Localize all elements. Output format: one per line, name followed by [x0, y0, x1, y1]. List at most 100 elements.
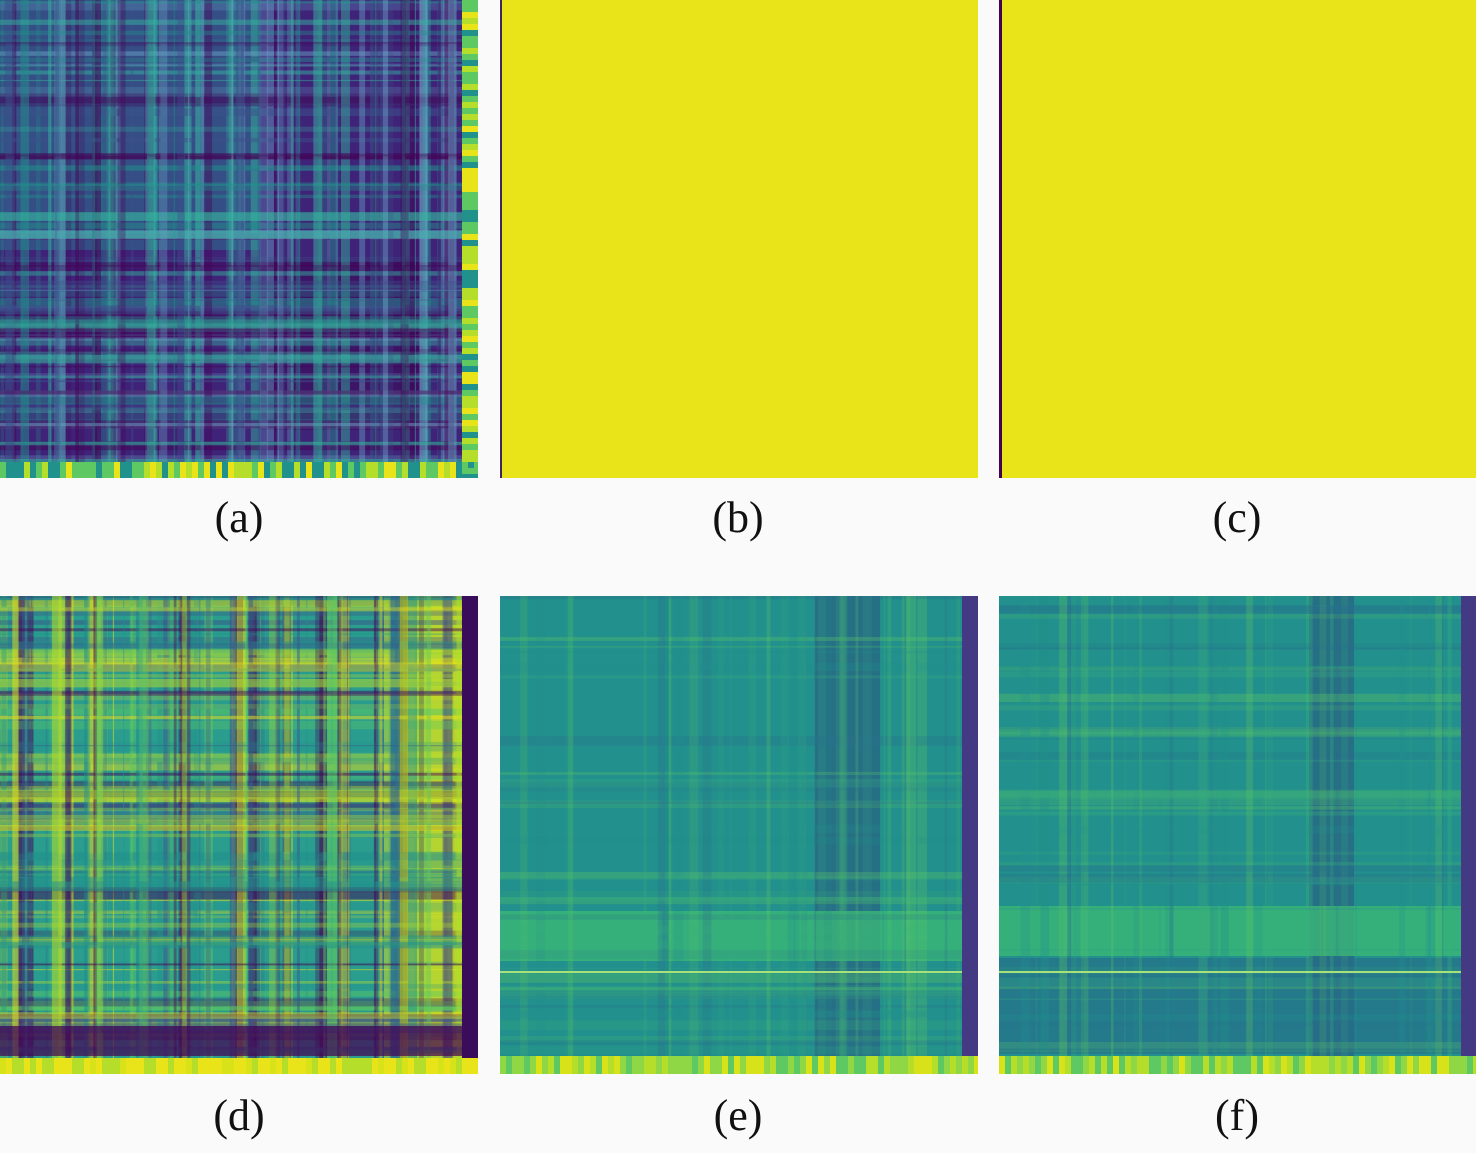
edge-cell	[1365, 1056, 1371, 1074]
edge-cell	[1407, 1056, 1413, 1074]
edge-cell	[524, 1056, 530, 1074]
stripe	[500, 925, 962, 935]
edge-cell	[710, 1056, 716, 1074]
stripe	[0, 607, 462, 612]
stripe	[0, 259, 462, 262]
stripe	[0, 79, 462, 82]
edge-cell	[1137, 1056, 1143, 1074]
stripe	[0, 998, 462, 1007]
edge-cell	[872, 1056, 878, 1074]
edge-cell	[174, 462, 180, 478]
stripe	[346, 596, 348, 1058]
stripe	[1246, 596, 1253, 1056]
edge-cell	[1173, 1056, 1179, 1074]
edge-cell	[462, 42, 478, 48]
edge-cell	[1269, 1056, 1275, 1074]
edge-cell	[1311, 1056, 1317, 1074]
stripe	[0, 963, 462, 966]
edge-cell	[0, 1058, 6, 1074]
edge-cell	[1257, 1056, 1263, 1074]
edge-cell	[462, 360, 478, 366]
edge-cell	[932, 1056, 938, 1074]
stripe	[0, 265, 462, 272]
stripe	[0, 103, 462, 106]
caption: (c)	[1213, 493, 1262, 542]
stripe	[0, 336, 462, 347]
edge-cell	[324, 462, 330, 478]
stripe	[887, 596, 892, 1056]
stripe	[0, 289, 462, 297]
edge-cell	[902, 1056, 908, 1074]
edge-cell	[408, 462, 414, 478]
edge-cell	[860, 1056, 866, 1074]
edge-cell	[974, 1056, 978, 1074]
edge-cell	[462, 474, 478, 478]
stripe	[136, 596, 143, 1058]
edge-cell	[462, 318, 478, 324]
stripe	[780, 596, 790, 1056]
edge-cell	[1251, 1056, 1257, 1074]
stripe	[662, 596, 670, 1056]
edge-cell	[944, 1056, 950, 1074]
stripe	[1254, 596, 1263, 1056]
edge-cell	[234, 462, 240, 478]
stripe	[1198, 596, 1208, 1056]
edge-cell	[462, 342, 478, 348]
stripe	[999, 605, 1461, 613]
stripe	[1070, 596, 1077, 1056]
edge-cell	[584, 1056, 590, 1074]
stripe	[999, 862, 1461, 866]
edge-cell	[656, 1056, 662, 1074]
stripe	[0, 910, 462, 914]
stripe	[500, 990, 962, 999]
edge-cell	[462, 288, 478, 294]
edge-cell	[102, 462, 108, 478]
edge-cell	[462, 276, 478, 282]
stripe	[500, 662, 962, 672]
edge-cell	[1077, 1056, 1083, 1074]
edge-cell	[18, 462, 24, 478]
stripe	[0, 757, 462, 765]
stripe	[0, 316, 462, 325]
edge-cell	[462, 138, 478, 144]
stripe	[374, 596, 379, 1058]
edge-cell	[462, 450, 478, 456]
stripe	[801, 596, 808, 1056]
edge-cell	[12, 1058, 18, 1074]
stripe	[0, 942, 462, 949]
edge-cell	[462, 348, 478, 354]
stripe	[0, 802, 462, 809]
stripe	[1060, 596, 1064, 1056]
edge-cell	[288, 1058, 294, 1074]
edge-cell	[438, 462, 444, 478]
stripe	[1305, 596, 1313, 1056]
edge-cell	[1119, 1056, 1125, 1074]
edge-cell	[1041, 1056, 1047, 1074]
edge-cell	[758, 1056, 764, 1074]
edge-cell	[84, 1058, 90, 1074]
stripe	[999, 751, 1461, 761]
edge-cell	[542, 1056, 548, 1074]
stripe	[568, 596, 574, 1056]
stripe	[565, 596, 575, 1056]
edge-cell	[1473, 1056, 1476, 1074]
stripe	[862, 596, 872, 1056]
edge-cell	[1065, 1056, 1071, 1074]
stripe	[0, 782, 462, 790]
stripe	[906, 596, 917, 1056]
edge-cell	[78, 462, 84, 478]
edge-cell	[462, 60, 478, 66]
stripe	[0, 833, 462, 838]
stripe	[92, 0, 96, 462]
edge-cell	[54, 1058, 60, 1074]
edge-cell	[462, 84, 478, 90]
edge	[999, 0, 1002, 478]
edge-cell	[1113, 1056, 1119, 1074]
edge-cell	[90, 1058, 96, 1074]
edge-cell	[306, 1058, 312, 1074]
edge-cell	[1161, 1056, 1167, 1074]
stripe	[500, 1045, 962, 1054]
stripe	[500, 940, 962, 949]
stripe	[882, 596, 886, 1056]
edge-cell	[1401, 1056, 1407, 1074]
